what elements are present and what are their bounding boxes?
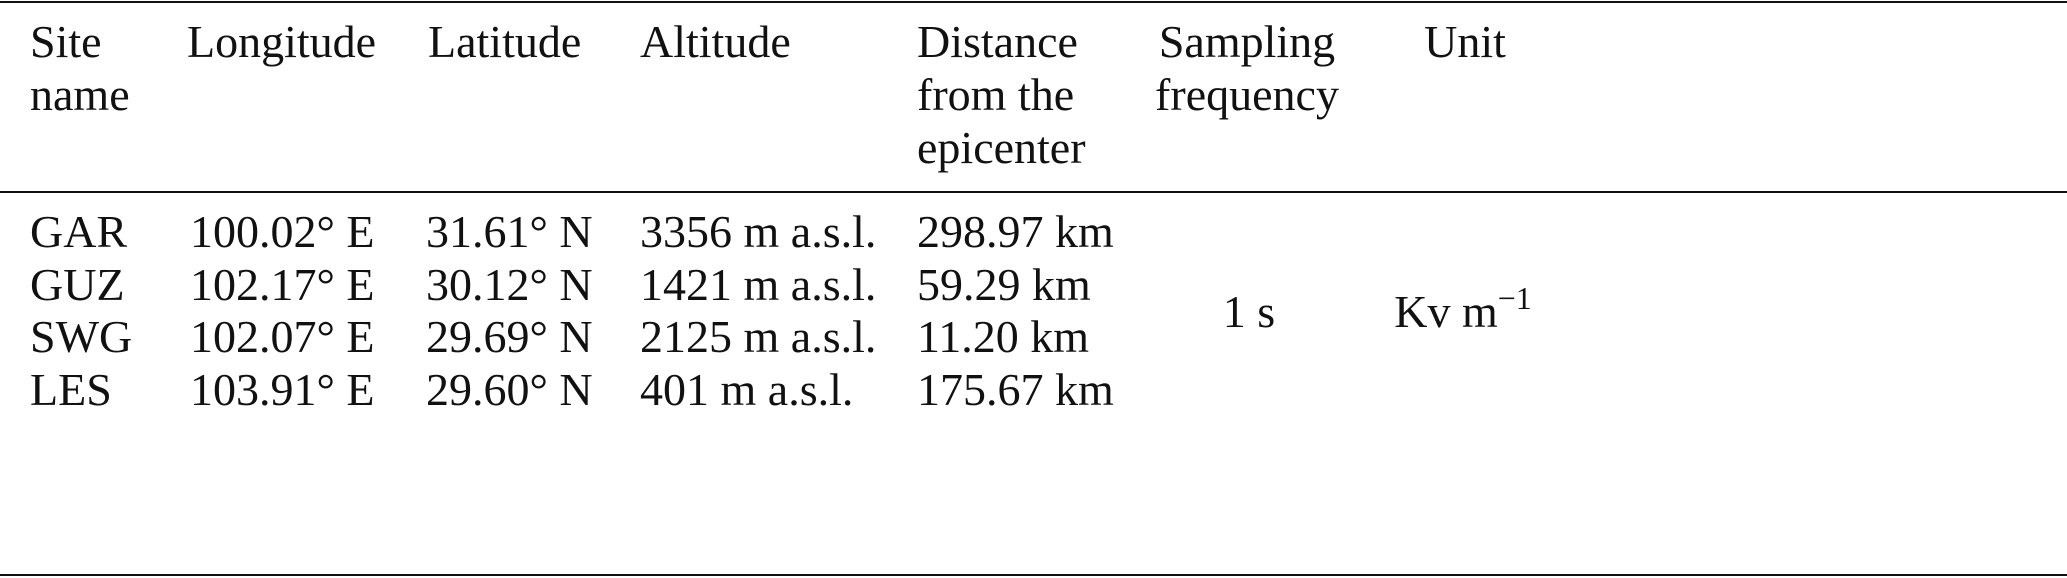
table-cell: 1 s: [1222, 286, 1276, 337]
table-cell: 100.02° E: [190, 206, 375, 257]
table-cell: 102.07° E: [190, 311, 375, 362]
table-cell: 1421 m a.s.l.: [640, 258, 877, 310]
table-cell: Kv m−1: [1394, 282, 1532, 338]
header-cell: Altitude: [640, 16, 791, 67]
table-cell: 29.69° N: [426, 311, 593, 362]
table-cell: 30.12° N: [426, 258, 593, 310]
header-cell: frequency: [1155, 69, 1339, 120]
header-cell: name: [30, 69, 130, 120]
header-cell: Site: [30, 16, 102, 67]
unit-text: Kv m: [1394, 286, 1498, 337]
unit-superscript: −1: [1497, 280, 1532, 316]
table-cell: 103.91° E: [190, 363, 375, 415]
table-cell: SWG: [30, 311, 133, 362]
header-rule: [0, 191, 2067, 193]
table-cell: 11.20 km: [917, 311, 1090, 362]
table-cell: LES: [30, 363, 112, 415]
table-cell: 102.17° E: [190, 258, 375, 310]
table-cell: GAR: [30, 206, 128, 257]
header-cell: Sampling: [1158, 16, 1336, 67]
table-cell: 2125 m a.s.l.: [640, 311, 877, 362]
table-cell: 298.97 km: [917, 206, 1114, 257]
header-cell: from the: [917, 69, 1075, 120]
table-cell: 31.61° N: [426, 206, 593, 257]
header-cell: Unit: [1424, 16, 1506, 67]
bottom-rule: [0, 574, 2067, 576]
table-cell: 59.29 km: [917, 258, 1091, 310]
header-cell: Distance: [917, 16, 1078, 67]
header-cell: epicenter: [917, 122, 1086, 173]
header-cell: Longitude: [187, 16, 377, 67]
table-cell: GUZ: [30, 258, 125, 310]
top-rule: [0, 1, 2067, 3]
table-cell: 3356 m a.s.l.: [640, 206, 877, 257]
header-cell: Latitude: [428, 16, 582, 67]
table-cell: 175.67 km: [917, 363, 1114, 415]
table-cell: 29.60° N: [426, 363, 593, 415]
table-cell: 401 m a.s.l.: [640, 363, 854, 415]
